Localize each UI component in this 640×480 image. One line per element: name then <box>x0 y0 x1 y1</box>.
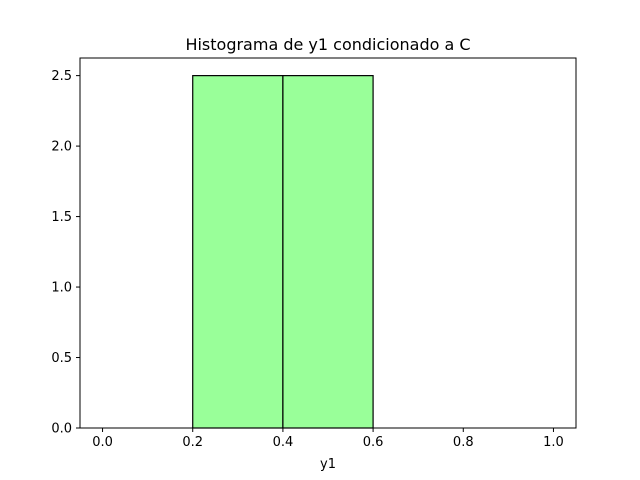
x-axis-ticks: 0.0 0.2 0.4 0.6 0.8 1.0 <box>92 428 564 450</box>
x-tick-label: 0.2 <box>182 435 203 450</box>
x-axis-label: y1 <box>320 457 336 472</box>
y-axis-ticks: 0.0 0.5 1.0 1.5 2.0 2.5 <box>51 69 80 437</box>
y-tick-label: 0.0 <box>51 422 72 437</box>
x-tick-label: 0.6 <box>363 435 384 450</box>
x-tick-label: 0.0 <box>92 435 113 450</box>
x-tick-label: 1.0 <box>543 435 564 450</box>
y-tick-label: 2.0 <box>51 140 72 155</box>
chart-title: Histograma de y1 condicionado a C <box>185 35 470 54</box>
y-tick-label: 1.0 <box>51 281 72 296</box>
histogram-bar-0 <box>192 75 284 429</box>
x-tick-label: 0.4 <box>273 435 294 450</box>
y-tick-label: 0.5 <box>51 351 72 366</box>
x-tick-label: 0.8 <box>453 435 474 450</box>
y-tick-label: 1.5 <box>51 210 72 225</box>
y-tick-label: 2.5 <box>51 69 72 84</box>
plot-frame <box>79 57 577 429</box>
histogram-bar-1 <box>282 75 374 429</box>
bars-group <box>192 75 374 429</box>
